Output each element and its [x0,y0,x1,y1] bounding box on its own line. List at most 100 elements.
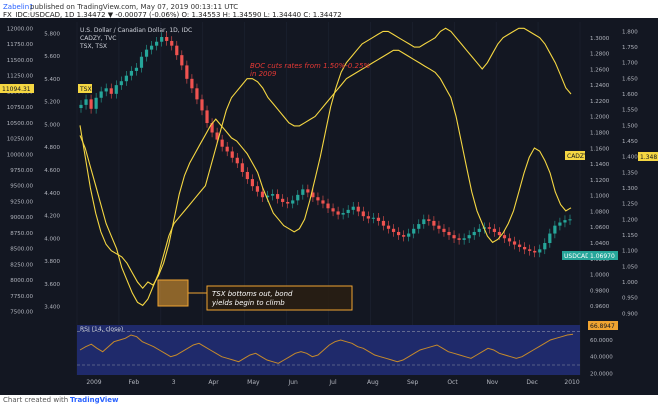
candle-body [442,228,446,232]
cadzy-right-axis-tick-label: 1.350 [622,170,638,176]
tsx-axis-tick-label: 9500.00 [10,184,33,190]
tsx-axis-tick-label: 7500.00 [10,310,33,316]
candle-body [447,231,451,236]
candle-body [230,151,234,158]
cadzy-left-axis-tick-label: 4.400 [44,191,60,197]
usdcad-axis-tick-label: 0.9800 [590,288,610,294]
candle-body [517,244,522,247]
author-link[interactable]: Zabelin1 [3,3,34,11]
main-chart-svg[interactable]: 12000.0011750.0011500.0011250.0011000.00… [0,18,658,395]
tradingview-brand[interactable]: TradingView [70,396,119,404]
usdcad-axis-tick-label: 1.0800 [590,209,610,215]
usdcad-axis-tick-label: 1.0000 [590,273,610,279]
cadzy-value-text: 1.348 [640,154,657,161]
boc-annotation-line1: BOC cuts rates from 1.50%-0.25% [250,62,370,70]
cadzy-left-axis-tick-label: 5.000 [44,122,60,128]
series-line-cadzy_right2 [79,27,572,290]
cadzy-left-axis-tick-label: 4.000 [44,236,60,242]
candle-body [155,41,159,46]
cadzy-right-axis-tick-label: 1.200 [622,217,638,223]
cadzy-left-axis-tick-label: 3.800 [44,259,60,265]
tsx-axis-tick-label: 12000.00 [7,26,34,32]
candle-body [452,235,456,239]
candle-body [396,231,401,236]
tsx-tag-text: TSX [79,86,92,93]
candle-body [331,208,335,212]
cadzy-right-axis-tick-label: 1.100 [622,249,638,255]
candle-body [346,209,350,214]
x-tick-label: Apr [208,379,219,386]
cadzy-right-axis-tick-label: 1.450 [622,139,638,145]
candle-body [507,238,512,242]
candle-body [311,192,315,198]
candle-body [195,88,199,100]
candle-body [255,186,260,192]
candle-body [175,45,179,56]
candle-body [417,224,421,229]
candle-body [109,88,113,94]
cadzy-right-axis-tick-label: 1.750 [622,45,638,51]
candle-body [180,55,184,66]
rsi-axis-label: 40.0000 [590,355,613,361]
footer: Chart created with TradingView [0,395,658,406]
cadzy-right-axis-tick-label: 1.700 [622,61,638,67]
x-tick-label: 2010 [564,379,579,386]
rsi-axis-label: 20.0000 [590,371,613,377]
candle-body [235,157,239,164]
cadzy-left-axis-tick-label: 4.600 [44,168,60,174]
candle-body [321,200,325,204]
cadzy-left-axis-tick-label: 4.800 [44,145,60,151]
cadzy-right-axis-tick-label: 1.050 [622,264,638,270]
candle-body [412,228,416,234]
chart-area[interactable]: 12000.0011750.0011500.0011250.0011000.00… [0,18,658,395]
published-info: published on TradingView.com, May 07, 20… [30,3,239,11]
rsi-level-lines [77,331,580,366]
cadzy-right-axis-labels: 1.800 1.750 1.700 1.650 1.600 1.550 1.500 1.450… [622,29,638,317]
candle-body [376,217,381,221]
candle-body [512,241,517,245]
candle-body [538,249,542,253]
usdcad-tag-badge [562,251,588,260]
cadzy-value-badge [638,152,658,161]
usdcad-axis-tick-label: 1.2400 [590,83,610,89]
candle-body [502,235,507,239]
rsi-line [79,333,574,364]
tsx-bottom-highlight [157,279,189,307]
grid-lines [76,22,581,375]
tsx-price-badge-text: 11094.31 [2,86,31,93]
candle-body [240,163,244,172]
tsx-axis-tick-label: 11250.00 [7,74,34,80]
cadzy-right-axis-tick-label: 1.000 [622,280,638,286]
candle-body [487,227,491,229]
x-tick-label: Aug [367,379,379,386]
candle-body [114,85,118,94]
rsi-band [77,325,580,375]
candle-body [548,233,552,244]
x-tick-label: Nov [487,379,499,386]
candle-body [281,198,285,202]
candle-body [402,235,406,237]
candle-body [119,81,123,86]
rsi-axis-label: 60.0000 [590,338,613,344]
tsx-annotation-line2: yields begin to climb [211,299,285,307]
usdcad-axis-tick-label: 1.2800 [590,52,610,58]
tsx-axis-tick-label: 8250.00 [10,262,33,268]
candle-body [124,75,128,82]
legend-cadzy: CADZY, TVC [80,35,116,42]
candle-body [94,97,98,109]
candle-body [457,238,461,240]
candle-body [291,200,295,204]
cadzy-right-axis-tick-label: 1.300 [622,186,638,192]
candle-body [407,233,411,237]
candle-body [316,197,320,201]
candle-body [432,220,436,226]
tsx-axis-tick-label: 10000.00 [7,152,34,158]
series-line-tsx_left [79,49,572,307]
usdcad-axis-labels: 1.3000 1.2800 1.2600 1.2400 1.2200 1.2000 1.18… [590,36,610,310]
tsx-annotation-line1: TSX bottoms out, bond [212,290,293,298]
candle-body [205,110,209,124]
candle-body [129,70,134,76]
candle-body [326,203,330,209]
cadzy-right-axis-tick-label: 1.600 [622,92,638,98]
candle-body [160,36,164,42]
